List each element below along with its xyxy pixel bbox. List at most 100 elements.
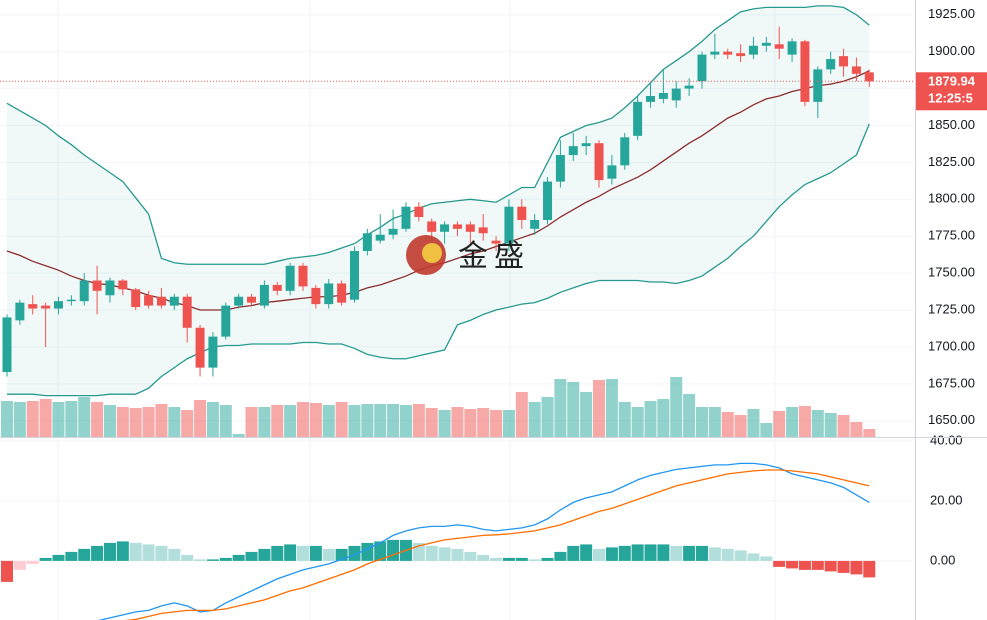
candle-body [530,219,540,229]
candle-body [324,283,334,305]
macd-histogram-bar [618,545,631,561]
band-line [7,123,870,397]
macd-histogram-bar [464,551,477,561]
volume-bar [387,404,400,437]
candle-body [66,299,76,302]
candle-body [247,296,257,303]
candle-body [195,327,205,368]
candle-body [144,295,154,306]
macd-histogram-bar [786,560,799,569]
macd-histogram-bar [91,545,104,561]
macd-histogram-bar [580,544,593,561]
macd-histogram-bar [811,560,824,570]
candle-body [118,280,128,290]
volume-bar [284,405,297,437]
y-tick-label: 40.00 [930,432,963,447]
volume-bar [554,379,567,437]
volume-bar [567,382,580,437]
macd-histogram-bar [103,542,116,561]
macd-histogram-bar [26,560,39,564]
candle-body [864,72,874,82]
volume-bar [181,410,194,437]
candle-body [401,206,411,229]
macd-histogram-bar [695,545,708,561]
macd-histogram-bar [258,548,271,561]
volume-bar [760,423,773,437]
volume-bar [322,405,335,437]
volume-bar [1,401,13,437]
candle-body [221,305,231,337]
macd-histogram-bar [322,548,335,561]
candle-body [131,289,141,308]
volume-bar [708,407,721,437]
volume-bar [773,411,786,437]
volume-bar [837,415,850,437]
volume-bar [219,405,232,437]
volume-bar [670,377,683,437]
macd-histogram-bar [477,554,490,561]
candle-body [208,336,218,368]
volume-bar [232,434,245,437]
volume-bar [464,409,477,437]
candle-body [671,88,681,101]
volume-bar [13,402,26,437]
macd-histogram-bar [284,544,297,561]
price-tag [915,72,987,111]
macd-histogram-bar [387,539,400,561]
volume-bar [798,406,811,437]
macd-histogram-bar [168,548,181,561]
candle-body [723,51,733,55]
volume-bar [206,402,219,437]
macd-histogram-bar [52,554,65,561]
y-tick-label: 1675.00 [928,375,975,390]
volume-bar [78,397,91,437]
volume-bar [850,422,863,437]
volume-bar [490,410,503,437]
volume-bar [451,407,464,437]
y-tick-label: 1900.00 [928,43,975,58]
volume-bar [309,403,322,437]
candle-body [311,287,321,305]
volume-bar [695,407,708,437]
y-tick-label: 1725.00 [928,301,975,316]
macd-histogram-bar [644,544,657,561]
candle-body [851,66,861,74]
band-fill [7,5,870,396]
volume-bar [142,407,155,437]
candle-body [710,51,720,55]
candle-body [414,206,424,218]
macd-histogram-bar [528,559,541,561]
candle-body [697,54,707,82]
volume-bar [271,405,284,437]
macd-histogram-bar [567,545,580,561]
volume-bar [721,412,734,437]
macd-histogram-bar [129,542,142,561]
volume-bar [348,405,361,437]
volume-bar [502,410,515,437]
candle-body [427,221,437,232]
candle-body [298,265,308,287]
volume-bar [65,401,78,437]
candle-body [452,224,462,229]
volume-bar [734,415,747,437]
volume-bar [528,402,541,437]
candle-body [388,228,398,235]
candle-body [813,69,823,102]
candle-body [568,146,578,156]
volume-bar [155,404,168,437]
volume-bar [116,407,129,437]
macd-histogram-bar [798,560,811,570]
macd-histogram-bar [271,545,284,561]
macd-histogram-bar [1,560,13,582]
volume-bar [605,379,618,437]
macd-histogram-bar [657,544,670,561]
y-tick-label: 1700.00 [928,338,975,353]
candle-body [156,296,166,306]
macd-histogram-bar [593,548,606,561]
macd-histogram-bar [206,559,219,561]
candle-body [607,165,617,179]
candle-body [478,227,488,234]
volume-bar [194,400,207,437]
candle-body [272,284,282,291]
